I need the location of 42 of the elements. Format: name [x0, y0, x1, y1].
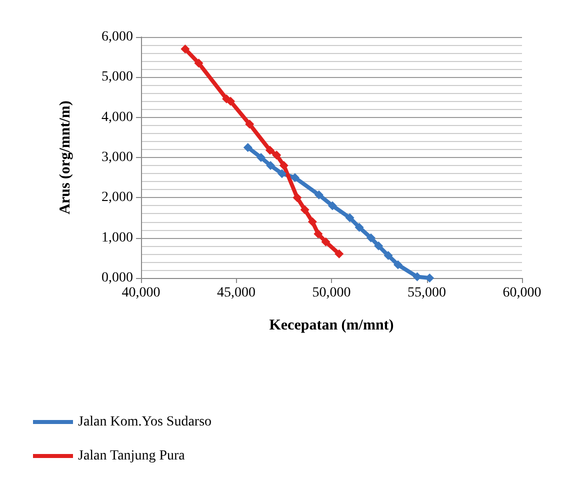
- point: [384, 251, 393, 260]
- y-axis-title: Arus (org/mnt/m): [58, 100, 74, 214]
- point: [345, 213, 354, 222]
- point: [354, 222, 364, 232]
- point: [328, 201, 337, 210]
- y-tick-label: 1,000: [102, 230, 133, 246]
- point: [366, 233, 376, 242]
- y-tick-label: 3,000: [102, 150, 133, 165]
- x-tick-label: 55,000: [408, 286, 446, 300]
- point: [272, 150, 282, 160]
- y-tick-label: 4,000: [102, 110, 133, 125]
- point: [245, 120, 254, 129]
- x-tick-label: 60,000: [502, 286, 542, 300]
- point: [290, 173, 300, 182]
- y-tick-label: 6,000: [102, 30, 133, 44]
- y-tick-label: 2,000: [102, 190, 133, 206]
- point: [194, 58, 204, 68]
- x-tick-label: 45,000: [217, 286, 256, 300]
- point: [314, 229, 323, 238]
- point: [265, 146, 274, 155]
- x-tick-label: 40,000: [122, 286, 160, 300]
- x-tick-label: 50,000: [312, 286, 351, 300]
- legend-label: Jalan Tanjung Pura: [78, 448, 186, 464]
- point: [321, 237, 330, 246]
- point: [334, 249, 344, 258]
- point: [393, 260, 402, 270]
- point: [308, 217, 317, 226]
- point: [256, 153, 266, 162]
- point: [277, 169, 286, 178]
- point: [243, 142, 252, 152]
- point: [300, 205, 310, 214]
- point: [226, 96, 236, 106]
- point: [314, 190, 324, 200]
- point: [374, 241, 384, 250]
- x-axis-title: Kecepatan (m/mnt): [269, 318, 394, 334]
- y-tick-label: 5,000: [102, 70, 133, 85]
- legend-label: Jalan Kom.Yos Sudarso: [78, 414, 212, 430]
- y-tick-label: 0,000: [102, 270, 133, 286]
- point: [279, 161, 288, 170]
- point: [180, 44, 190, 54]
- point: [292, 193, 302, 202]
- point: [266, 161, 276, 170]
